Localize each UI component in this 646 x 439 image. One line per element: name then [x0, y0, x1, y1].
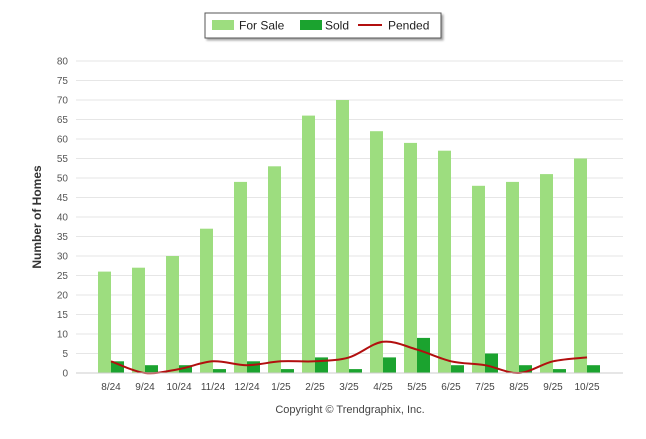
- for-sale-bar: [98, 271, 111, 373]
- x-tick-label: 9/25: [543, 382, 563, 393]
- for-sale-bar: [302, 115, 315, 373]
- sold-bar: [553, 369, 566, 373]
- y-tick-label: 40: [57, 213, 69, 224]
- sold-bar: [485, 353, 498, 373]
- y-tick-label: 10: [57, 330, 69, 341]
- y-axis-ticks: 0 5 10 15 20 25 30 35 40 45 50 55 60 65 70 75 80: [57, 57, 69, 380]
- y-tick-label: 75: [57, 76, 69, 87]
- bars: [98, 100, 600, 373]
- x-tick-label: 7/25: [475, 382, 495, 393]
- for-sale-bar: [166, 256, 179, 373]
- sold-bar: [383, 357, 396, 373]
- legend-swatch: [212, 20, 234, 30]
- sold-bar: [145, 365, 158, 373]
- for-sale-bar: [506, 181, 519, 373]
- x-tick-label: 9/24: [135, 382, 155, 393]
- sold-bar: [417, 337, 430, 373]
- x-tick-label: 11/24: [201, 382, 226, 393]
- for-sale-bar: [472, 185, 485, 373]
- y-axis-title: Number of Homes: [30, 165, 44, 269]
- copyright-credit: Copyright © Trendgraphix, Inc.: [275, 404, 424, 416]
- y-tick-label: 25: [57, 271, 69, 282]
- for-sale-bar: [404, 142, 417, 373]
- y-tick-label: 55: [57, 154, 69, 165]
- sold-bar: [247, 361, 260, 373]
- for-sale-bar: [438, 150, 451, 373]
- x-tick-label: 4/25: [373, 382, 393, 393]
- legend-label: Sold: [325, 19, 349, 33]
- sold-bar: [179, 365, 192, 373]
- sold-bar: [213, 369, 226, 373]
- for-sale-bar: [540, 174, 553, 373]
- y-tick-label: 70: [57, 96, 69, 107]
- x-tick-label: 12/24: [234, 382, 259, 393]
- for-sale-bar: [370, 131, 383, 373]
- y-tick-label: 60: [57, 135, 69, 146]
- pended-line: [110, 340, 588, 375]
- sold-bar: [451, 365, 464, 373]
- legend-label: Pended: [388, 19, 429, 33]
- sold-bar: [111, 361, 124, 373]
- x-tick-label: 10/25: [574, 382, 599, 393]
- x-axis-ticks: 8/24 9/24 10/24 11/24 12/24 1/25 2/25 3/25 4/25 5…: [76, 372, 623, 393]
- x-tick-label: 8/24: [101, 382, 121, 393]
- pended-line-path: [110, 340, 588, 375]
- for-sale-bar: [268, 166, 281, 373]
- y-tick-label: 80: [57, 57, 69, 68]
- sold-bar: [281, 369, 294, 373]
- sold-bar: [519, 365, 532, 373]
- y-tick-label: 0: [62, 369, 68, 380]
- y-tick-label: 5: [62, 349, 68, 360]
- y-tick-label: 35: [57, 232, 69, 243]
- y-tick-label: 30: [57, 252, 69, 263]
- sold-bar: [587, 365, 600, 373]
- for-sale-bar: [336, 100, 349, 373]
- x-tick-label: 2/25: [305, 382, 325, 393]
- for-sale-bar: [234, 181, 247, 373]
- y-tick-label: 15: [57, 310, 69, 321]
- y-tick-label: 20: [57, 291, 69, 302]
- for-sale-bar: [200, 228, 213, 373]
- y-tick-label: 45: [57, 193, 69, 204]
- x-tick-label: 10/24: [166, 382, 191, 393]
- for-sale-bar: [132, 267, 145, 373]
- x-tick-label: 1/25: [271, 382, 291, 393]
- legend-box: [204, 12, 442, 39]
- x-tick-label: 5/25: [407, 382, 427, 393]
- for-sale-bar: [574, 158, 587, 373]
- legend-label: For Sale: [239, 19, 285, 33]
- x-tick-label: 3/25: [339, 382, 359, 393]
- legend-swatch: [300, 20, 322, 30]
- y-tick-label: 65: [57, 115, 69, 126]
- x-tick-label: 8/25: [509, 382, 529, 393]
- y-tick-label: 50: [57, 174, 69, 185]
- sold-bar: [349, 369, 362, 373]
- x-tick-label: 6/25: [441, 382, 461, 393]
- legend: For Sale Sold Pended: [204, 12, 442, 39]
